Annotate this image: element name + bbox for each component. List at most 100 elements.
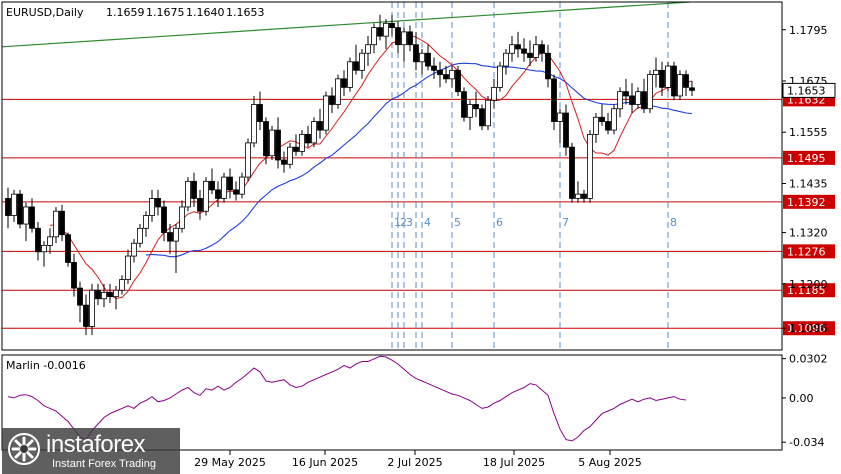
candle-79 bbox=[479, 104, 485, 131]
candle-body-11 bbox=[71, 262, 77, 289]
candle-body-70 bbox=[425, 52, 431, 67]
candle-96 bbox=[581, 189, 587, 203]
candle-body-27 bbox=[167, 232, 173, 242]
candle-body-2 bbox=[17, 193, 23, 225]
candle-10 bbox=[65, 232, 71, 267]
candle-61 bbox=[371, 23, 377, 54]
candle-body-107 bbox=[647, 74, 653, 110]
moving-averages bbox=[49, 34, 693, 300]
ma-slow-line bbox=[145, 62, 693, 258]
marlin-tick-label-0: 0.0302 bbox=[789, 353, 828, 366]
candle-25 bbox=[155, 189, 161, 216]
candle-body-93 bbox=[563, 112, 569, 148]
candle-body-92 bbox=[557, 112, 563, 122]
candle-body-82 bbox=[497, 65, 503, 88]
candle-94 bbox=[569, 142, 575, 203]
price-tick-label-2: 1.1555 bbox=[789, 126, 828, 139]
candle-body-35 bbox=[215, 189, 221, 199]
candle-body-71 bbox=[431, 65, 437, 71]
candle-body-33 bbox=[203, 180, 209, 212]
candle-104 bbox=[629, 83, 635, 114]
candle-83 bbox=[503, 48, 509, 75]
candle-70 bbox=[425, 44, 431, 71]
candle-68 bbox=[413, 31, 419, 71]
time-tick-label-1: 16 Jun 2025 bbox=[292, 456, 358, 469]
candle-body-68 bbox=[413, 44, 419, 63]
level-label-bg-4 bbox=[783, 283, 835, 298]
ohlc-low: 1.1640 bbox=[186, 6, 225, 19]
candle-body-17 bbox=[107, 291, 113, 298]
candle-body-69 bbox=[419, 52, 425, 63]
candle-body-66 bbox=[401, 31, 407, 46]
candle-body-63 bbox=[383, 22, 389, 37]
price-axis: 1.17951.16751.15551.14351.13201.12001.10… bbox=[782, 24, 836, 335]
candle-body-6 bbox=[41, 244, 47, 253]
candle-113 bbox=[683, 70, 689, 96]
candle-55 bbox=[335, 74, 341, 109]
candle-body-31 bbox=[191, 180, 197, 199]
candle-body-58 bbox=[353, 61, 359, 71]
marlin-panel: Marlin -0.0016 0.0302 0.00 -0.034 bbox=[1, 353, 828, 451]
candle-0 bbox=[5, 187, 11, 229]
candle-body-45 bbox=[275, 129, 281, 161]
candle-23 bbox=[143, 211, 149, 237]
candle-body-65 bbox=[395, 27, 401, 46]
candle-89 bbox=[539, 40, 545, 62]
candle-body-29 bbox=[179, 206, 185, 229]
level-label-bg-3 bbox=[783, 244, 835, 259]
candle-body-74 bbox=[449, 69, 455, 80]
candle-102 bbox=[617, 87, 623, 118]
candle-56 bbox=[341, 70, 347, 96]
candle-107 bbox=[647, 70, 653, 114]
candle-body-49 bbox=[299, 133, 305, 152]
marlin-line bbox=[7, 355, 687, 442]
candle-73 bbox=[443, 66, 449, 84]
marker-label-2: 3 bbox=[406, 216, 413, 229]
candle-body-26 bbox=[161, 206, 167, 233]
candle-body-103 bbox=[623, 91, 629, 97]
candle-body-39 bbox=[239, 176, 245, 195]
candle-2 bbox=[17, 189, 23, 229]
candle-15 bbox=[95, 283, 101, 306]
ohlc-close: 1.1653 bbox=[226, 6, 265, 19]
candle-body-88 bbox=[533, 44, 539, 58]
candle-109 bbox=[659, 61, 665, 96]
candle-body-62 bbox=[377, 27, 383, 37]
candle-27 bbox=[167, 224, 173, 254]
candle-body-101 bbox=[611, 108, 617, 131]
candle-body-90 bbox=[545, 52, 551, 80]
candle-body-9 bbox=[59, 210, 65, 236]
candle-88 bbox=[533, 36, 539, 62]
time-axis: 29 May 2025 16 Jun 2025 2 Jul 2025 18 Jul 2… bbox=[194, 450, 642, 469]
candle-85 bbox=[515, 31, 521, 58]
candle-body-78 bbox=[473, 104, 479, 110]
candle-98 bbox=[593, 113, 599, 143]
candle-110 bbox=[665, 61, 671, 92]
marker-label-7: 7 bbox=[562, 216, 569, 229]
candle-body-38 bbox=[233, 189, 239, 195]
candle-body-15 bbox=[95, 289, 101, 300]
candle-body-97 bbox=[587, 133, 593, 199]
candle-body-36 bbox=[221, 176, 227, 199]
candle-12 bbox=[77, 281, 83, 323]
price-tick-label-6: 1.1096 bbox=[789, 322, 828, 335]
candle-body-99 bbox=[599, 116, 605, 122]
candle-105 bbox=[635, 87, 641, 109]
candle-body-91 bbox=[551, 78, 557, 122]
candle-body-50 bbox=[305, 133, 311, 144]
candle-33 bbox=[203, 177, 209, 216]
vertical-markers: 12345678 bbox=[391, 2, 677, 350]
candle-6 bbox=[41, 241, 47, 267]
marker-label-5: 5 bbox=[454, 216, 461, 229]
time-tick-label-4: 5 Aug 2025 bbox=[578, 456, 641, 469]
candle-37 bbox=[227, 168, 233, 199]
candle-67 bbox=[407, 25, 413, 52]
candle-body-64 bbox=[389, 22, 395, 29]
level-label-bg-2 bbox=[783, 194, 835, 209]
candle-86 bbox=[521, 38, 527, 62]
time-tick-label-0: 29 May 2025 bbox=[194, 456, 266, 469]
candle-80 bbox=[485, 95, 491, 131]
candle-111 bbox=[671, 61, 677, 101]
candle-43 bbox=[263, 117, 269, 165]
